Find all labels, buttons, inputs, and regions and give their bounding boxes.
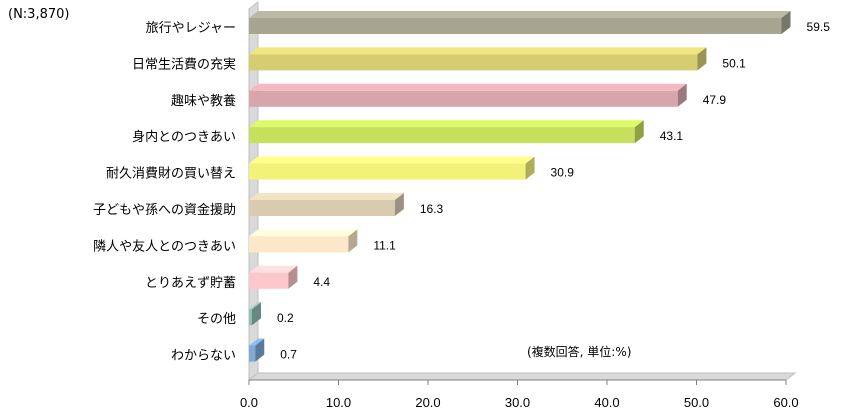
x-tick-label: 0.0 — [240, 395, 258, 410]
bar-side-face — [697, 47, 707, 71]
bar-top-face — [249, 120, 644, 128]
bar-top-face — [249, 193, 404, 200]
axis-floor — [247, 372, 797, 381]
x-tick-label: 50.0 — [684, 395, 709, 410]
bar-side-face — [394, 193, 404, 216]
bar-top-face — [249, 156, 535, 164]
category-label: 日常生活費の充実 — [132, 56, 236, 72]
bar-top-face — [249, 265, 298, 273]
category-label: 旅行やレジャー — [146, 21, 236, 36]
data-label: 59.5 — [807, 20, 831, 34]
bar — [249, 163, 526, 180]
category-label: とりあえず貯蓄 — [145, 276, 236, 291]
x-tick-label: 60.0 — [773, 395, 798, 410]
plot-area: 0.0 10.0 20.0 30.0 40.0 50.0 60.0 旅行やレジャー 59.5 日常… — [93, 0, 831, 410]
bar-top-face — [249, 302, 261, 310]
x-tick-label: 40.0 — [594, 395, 619, 410]
data-label: 0.2 — [277, 311, 294, 325]
bar-side-face — [677, 83, 687, 107]
bar — [249, 345, 256, 362]
bar-side-face — [288, 265, 298, 289]
bar-side-face — [525, 156, 535, 180]
data-label: 16.3 — [420, 202, 444, 216]
unit-note: (複数回答, 単位:%) — [527, 344, 631, 359]
sample-size-note: (N:3,870) — [8, 7, 69, 22]
bar — [249, 272, 289, 289]
bar-side-face — [255, 338, 265, 362]
category-label: 耐久消費財の買い替え — [106, 167, 236, 182]
data-label: 30.9 — [551, 166, 575, 180]
data-label: 4.4 — [313, 275, 330, 289]
data-label: 43.1 — [660, 129, 684, 143]
bar-side-face — [634, 120, 644, 144]
bar-top-face — [249, 11, 791, 18]
bar-side-face — [252, 302, 261, 326]
bar-top-face — [249, 83, 687, 91]
category-label: 身内とのつきあい — [132, 129, 236, 145]
category-label: 隣人や友人とのつきあい — [93, 238, 236, 254]
bar — [249, 54, 698, 71]
bar — [249, 90, 678, 107]
category-label: 子どもや孫への資金援助 — [93, 202, 236, 218]
data-label: 50.1 — [722, 56, 746, 70]
bar-top-face — [249, 47, 707, 55]
bar-top-face — [249, 338, 265, 346]
bar-side-face — [348, 229, 358, 253]
x-tick-label: 10.0 — [326, 395, 351, 410]
bar-top-face — [249, 229, 358, 237]
data-label: 47.9 — [703, 93, 727, 107]
category-label: わからない — [171, 349, 236, 364]
bar — [249, 200, 395, 216]
bar-side-face — [781, 11, 791, 34]
bar — [249, 127, 635, 144]
bar — [249, 309, 252, 326]
x-tick-label: 30.0 — [505, 395, 530, 410]
bar — [249, 236, 349, 253]
data-label: 0.7 — [280, 348, 297, 362]
category-label: 趣味や教養 — [171, 93, 236, 109]
data-label: 11.1 — [373, 238, 396, 252]
category-label: その他 — [197, 312, 236, 327]
x-tick-label: 20.0 — [415, 395, 440, 410]
bar — [249, 18, 782, 34]
